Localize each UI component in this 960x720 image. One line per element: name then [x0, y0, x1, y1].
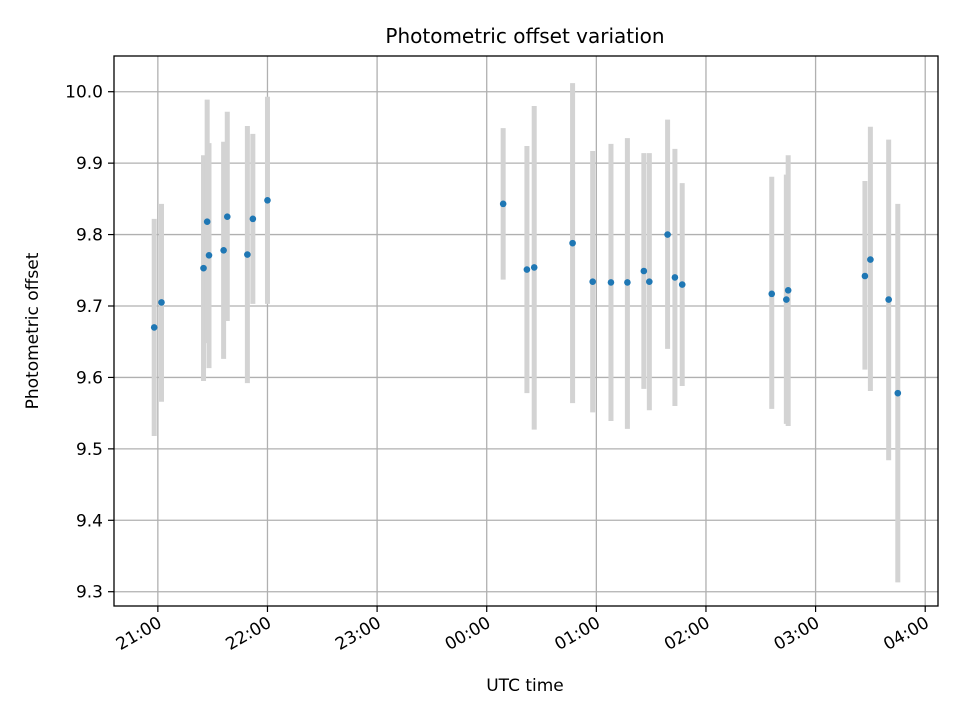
data-point — [783, 296, 790, 303]
y-tick-label: 9.3 — [76, 583, 103, 603]
data-point — [249, 215, 257, 223]
data-point — [203, 218, 211, 226]
data-point — [768, 290, 776, 298]
data-point — [499, 200, 507, 208]
x-tick-label: 22:00 — [223, 613, 275, 655]
data-point — [678, 281, 686, 288]
y-tick-label: 9.8 — [76, 226, 103, 246]
data-point — [589, 278, 596, 286]
data-point — [640, 267, 648, 275]
y-axis: 9.3 9.4 9.5 9.6 9.7 9.8 9.9 10.0 — [65, 83, 114, 603]
data-point — [220, 246, 227, 254]
y-tick-label: 9.9 — [76, 154, 103, 174]
plot-area-frame — [113, 55, 939, 607]
y-tick-label: 10.0 — [65, 83, 103, 103]
y-tick-label: 9.7 — [76, 297, 103, 317]
data-point — [885, 296, 892, 303]
data-point — [671, 274, 679, 281]
x-tick-label: 04:00 — [880, 613, 932, 655]
data-point — [158, 299, 165, 306]
data-point — [894, 389, 902, 397]
data-point — [867, 256, 874, 263]
data-point — [664, 231, 671, 238]
data-point — [223, 213, 231, 221]
x-axis-title: UTC time — [486, 676, 564, 696]
data-point — [646, 278, 653, 286]
data-point — [264, 196, 271, 204]
y-tick-label: 9.6 — [76, 368, 103, 388]
x-tick-label: 23:00 — [332, 613, 384, 655]
data-point — [244, 251, 251, 258]
data-point — [784, 286, 792, 294]
errorbar-layer — [151, 83, 901, 583]
data-point — [624, 279, 631, 286]
point-layer — [150, 196, 902, 397]
x-tick-label: 21:00 — [113, 613, 165, 655]
data-point — [861, 272, 869, 280]
x-tick-label: 01:00 — [551, 613, 603, 655]
x-tick-label: 02:00 — [661, 613, 713, 655]
data-point — [530, 264, 538, 271]
y-axis-title: Photometric offset — [23, 252, 43, 409]
data-point — [523, 266, 531, 273]
y-tick-label: 9.4 — [76, 511, 103, 531]
x-axis: 21:00 22:00 23:00 00:00 01:00 02:00 03:00 04:00 — [113, 606, 933, 655]
data-point — [569, 239, 576, 247]
chart-title: Photometric offset variation — [385, 24, 664, 48]
data-point — [200, 264, 207, 272]
y-tick-label: 9.5 — [76, 440, 103, 460]
data-point — [205, 251, 213, 259]
data-point — [150, 324, 158, 331]
data-point — [607, 279, 615, 286]
x-tick-label: 03:00 — [771, 613, 823, 655]
x-tick-label: 00:00 — [442, 613, 494, 655]
